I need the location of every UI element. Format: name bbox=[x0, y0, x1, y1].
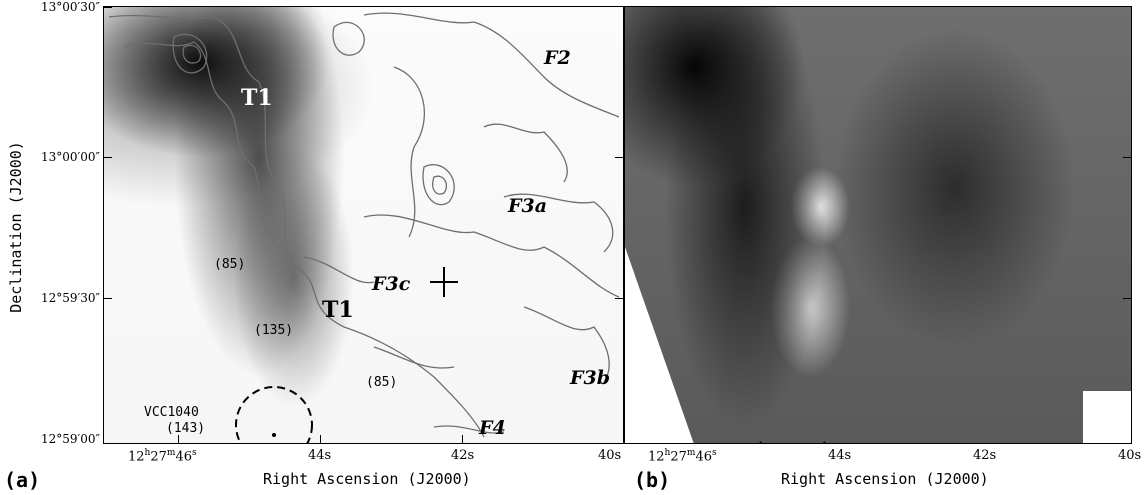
x-axis-title-a: Right Ascension (J2000) bbox=[263, 470, 471, 488]
y-tick-label: 13°00′00″ bbox=[40, 150, 100, 164]
y-axis-title: Declination (J2000) bbox=[7, 141, 25, 313]
x-tick-label: 12h27m46s bbox=[648, 448, 717, 465]
contour-overlay bbox=[108, 12, 620, 438]
x-tick-label: 40s bbox=[1118, 448, 1142, 463]
panel-a-image: T1 T1 F2 F3a F3c F3b F4 (85) (135) (85) … bbox=[103, 6, 624, 444]
panel-a-letter: (a) bbox=[4, 468, 41, 492]
galaxy-circle-partial bbox=[759, 441, 826, 443]
galaxy-circle bbox=[235, 386, 313, 443]
x-tick-label: 44s bbox=[828, 448, 852, 463]
y-tick-label: 13°00′30″ bbox=[40, 0, 100, 14]
panel-b-letter: (b) bbox=[634, 468, 671, 492]
y-tick-label: 12°59′00″ bbox=[40, 432, 100, 446]
x-tick-label: 12h27m46s bbox=[128, 448, 197, 465]
feature-f4: F4 bbox=[479, 417, 506, 439]
feature-f3a: F3a bbox=[508, 195, 548, 217]
x-tick-label: 44s bbox=[308, 448, 332, 463]
x-tick-label: 42s bbox=[451, 448, 475, 463]
velocity-label: (85) bbox=[366, 375, 398, 390]
feature-t1-bottom: T1 bbox=[322, 297, 354, 323]
velocity-label: (85) bbox=[214, 257, 246, 272]
x-tick-label: 42s bbox=[973, 448, 997, 463]
x-tick-label: 40s bbox=[598, 448, 622, 463]
feature-f2: F2 bbox=[544, 47, 571, 69]
y-tick-label: 12°59′30″ bbox=[40, 291, 100, 305]
galaxy-name: VCC1040 bbox=[144, 405, 199, 420]
velocity-label: (135) bbox=[254, 323, 294, 338]
x-axis-title-b: Right Ascension (J2000) bbox=[781, 470, 989, 488]
panel-b-blank-corner bbox=[1083, 391, 1131, 443]
crosshair-icon bbox=[430, 267, 458, 297]
panel-b-image bbox=[624, 6, 1132, 444]
feature-f3b: F3b bbox=[570, 367, 610, 389]
feature-f3c: F3c bbox=[372, 273, 411, 295]
feature-t1-top: T1 bbox=[241, 85, 273, 111]
galaxy-velocity: (143) bbox=[166, 421, 206, 436]
panel-b-blank-region bbox=[625, 247, 695, 443]
